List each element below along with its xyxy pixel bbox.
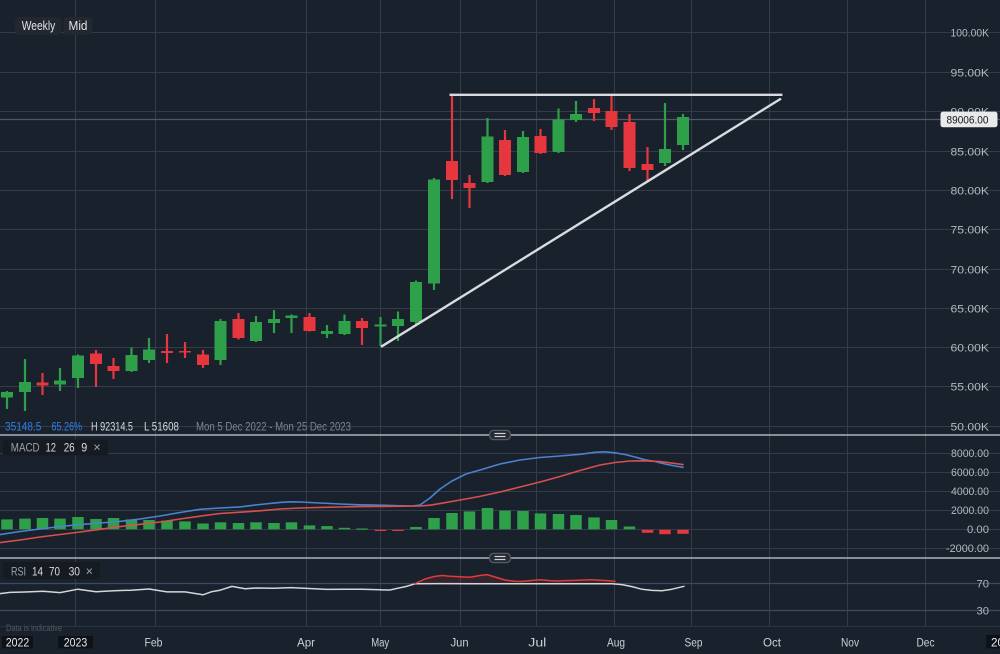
svg-text:35148.5: 35148.5 [5, 420, 42, 434]
svg-text:May: May [371, 638, 389, 650]
svg-text:12: 12 [46, 441, 57, 455]
svg-text:L 51608: L 51608 [144, 420, 179, 434]
svg-text:Aug: Aug [607, 638, 625, 650]
svg-text:RSI: RSI [11, 567, 26, 579]
svg-text:×: × [86, 565, 93, 579]
svg-text:70.00K: 70.00K [951, 264, 990, 276]
svg-text:100.00K: 100.00K [951, 27, 990, 39]
svg-text:30: 30 [69, 565, 81, 579]
svg-text:6000.00: 6000.00 [951, 467, 989, 479]
svg-text:85.00K: 85.00K [951, 146, 990, 158]
svg-text:Apr: Apr [297, 638, 315, 650]
svg-text:30: 30 [977, 605, 990, 617]
svg-text:×: × [93, 440, 101, 455]
svg-text:Data is indicative: Data is indicative [6, 623, 62, 633]
svg-text:H 92314.5: H 92314.5 [91, 420, 133, 434]
svg-text:Mid: Mid [69, 19, 88, 33]
svg-text:4000.00: 4000.00 [951, 486, 989, 498]
svg-text:20: 20 [991, 638, 1000, 650]
svg-text:70: 70 [977, 578, 990, 590]
svg-text:Jul: Jul [528, 638, 546, 650]
svg-text:55.00K: 55.00K [951, 381, 990, 393]
svg-text:Jun: Jun [451, 638, 469, 650]
svg-text:14: 14 [32, 565, 43, 579]
svg-text:80.00K: 80.00K [951, 185, 990, 197]
svg-text:Sep: Sep [685, 638, 703, 650]
svg-text:95.00K: 95.00K [951, 67, 990, 79]
svg-text:70: 70 [49, 565, 60, 579]
svg-text:50.00K: 50.00K [951, 421, 990, 433]
svg-text:Mon 5 Dec 2022 - Mon 25 Dec 20: Mon 5 Dec 2022 - Mon 25 Dec 2023 [196, 420, 351, 434]
svg-text:Weekly: Weekly [22, 19, 56, 33]
svg-text:89006.00: 89006.00 [947, 114, 989, 126]
svg-text:75.00K: 75.00K [951, 224, 990, 236]
svg-text:2000.00: 2000.00 [951, 505, 989, 517]
svg-text:65.00K: 65.00K [951, 303, 990, 315]
svg-text:26: 26 [64, 441, 75, 455]
svg-text:MACD: MACD [11, 443, 40, 455]
svg-text:0.00: 0.00 [967, 524, 989, 536]
svg-text:2022: 2022 [6, 638, 30, 650]
svg-text:65.26%: 65.26% [52, 420, 83, 434]
svg-text:Oct: Oct [763, 638, 782, 650]
svg-text:Feb: Feb [145, 638, 163, 650]
svg-text:9: 9 [81, 441, 87, 455]
svg-text:8000.00: 8000.00 [951, 448, 989, 460]
svg-text:Nov: Nov [841, 638, 859, 650]
svg-text:60.00K: 60.00K [951, 342, 990, 354]
svg-text:Dec: Dec [917, 638, 935, 650]
svg-text:-2000.00: -2000.00 [946, 543, 989, 555]
svg-text:2023: 2023 [64, 638, 88, 650]
